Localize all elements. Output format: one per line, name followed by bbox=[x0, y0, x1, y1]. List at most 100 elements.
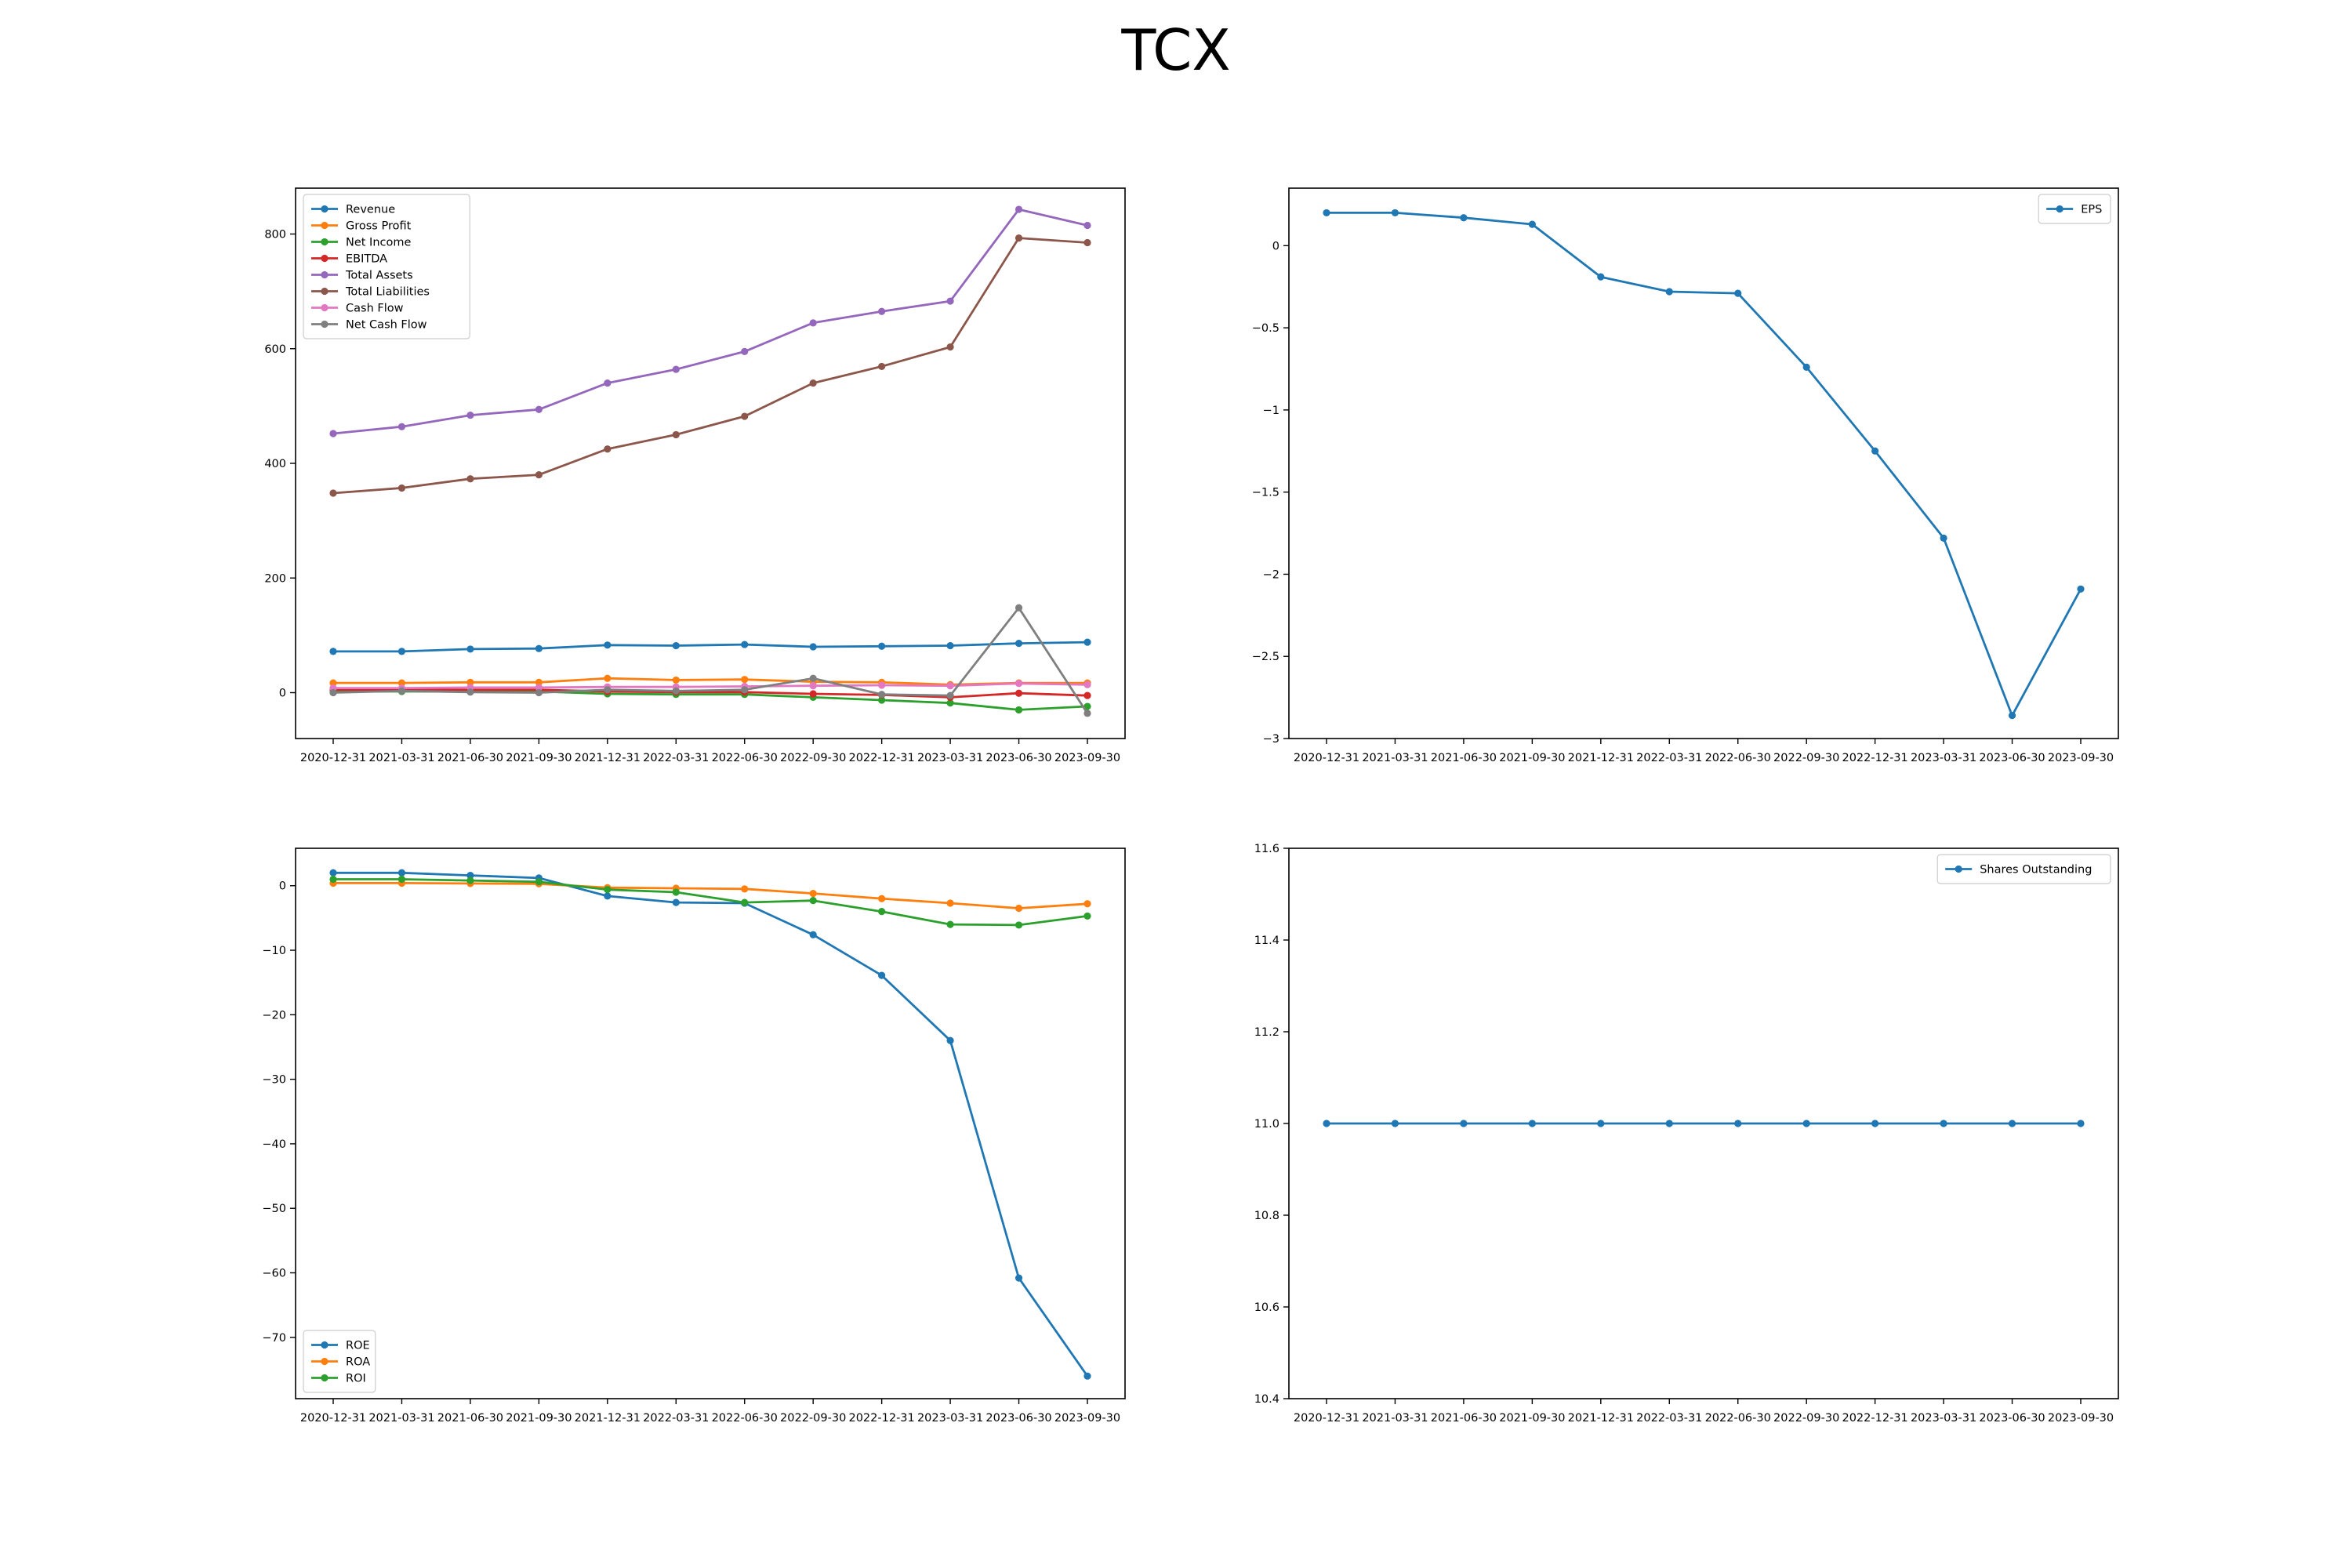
data-point-shares-outstanding bbox=[1802, 1120, 1810, 1127]
data-point-total-assets bbox=[741, 347, 749, 356]
x-tick-label: 2023-03-31 bbox=[917, 752, 983, 764]
data-point-revenue bbox=[741, 641, 749, 648]
y-tick-label: 10.8 bbox=[1254, 1210, 1279, 1222]
x-tick-label: 2020-12-31 bbox=[300, 752, 366, 764]
data-point-eps bbox=[1734, 289, 1742, 297]
x-tick-label: 2023-03-31 bbox=[1911, 752, 1976, 764]
data-point-net-cash-flow bbox=[1083, 710, 1091, 717]
axes-frame bbox=[295, 848, 1126, 1399]
x-tick-label: 2023-06-30 bbox=[985, 752, 1051, 764]
x-tick-label: 2023-06-30 bbox=[985, 1412, 1051, 1425]
legend-swatch-marker bbox=[321, 320, 328, 328]
y-tick-label: −2.5 bbox=[1252, 651, 1279, 663]
data-point-total-assets bbox=[672, 365, 680, 373]
data-point-eps bbox=[1665, 288, 1673, 296]
x-tick-label: 2022-06-30 bbox=[1705, 752, 1771, 764]
data-point-gross-profit bbox=[604, 674, 612, 682]
data-point-total-liabilities bbox=[946, 343, 954, 351]
y-tick-label: −3 bbox=[1263, 733, 1279, 746]
legend-label: Revenue bbox=[346, 204, 395, 216]
x-tick-label: 2022-12-31 bbox=[1842, 1412, 1907, 1425]
x-tick-label: 2023-06-30 bbox=[1979, 1412, 2045, 1425]
x-tick-label: 2020-12-31 bbox=[300, 1412, 366, 1425]
data-point-revenue bbox=[809, 643, 817, 651]
x-tick-label: 2021-03-31 bbox=[368, 1412, 434, 1425]
data-point-eps bbox=[1460, 214, 1468, 222]
data-point-total-liabilities bbox=[604, 445, 612, 453]
x-tick-label: 2022-12-31 bbox=[848, 1412, 914, 1425]
data-point-roi bbox=[809, 897, 817, 905]
series-line-revenue bbox=[333, 641, 1088, 653]
data-point-eps bbox=[2077, 585, 2085, 593]
data-point-revenue bbox=[1083, 638, 1091, 646]
y-tick-label: −30 bbox=[262, 1074, 286, 1087]
data-point-net-cash-flow bbox=[329, 688, 337, 697]
x-tick-label: 2021-06-30 bbox=[1431, 1412, 1497, 1425]
y-tick-label: 400 bbox=[264, 458, 286, 470]
axes-frame bbox=[1288, 187, 2119, 739]
x-tick-label: 2022-03-31 bbox=[1636, 752, 1702, 764]
data-point-total-assets bbox=[878, 307, 886, 315]
data-point-revenue bbox=[672, 641, 680, 650]
x-tick-label: 2023-09-30 bbox=[1054, 1412, 1120, 1425]
x-tick-label: 2023-09-30 bbox=[2048, 752, 2114, 764]
y-tick-label: −70 bbox=[262, 1332, 286, 1345]
x-tick-label: 2021-09-30 bbox=[506, 1412, 572, 1425]
legend-box bbox=[2038, 194, 2111, 224]
legend-label: ROA bbox=[346, 1356, 370, 1369]
eps-panel: 2020-12-31 2021-03-31 2021-06-30 2021-09-30… bbox=[1252, 187, 2119, 764]
data-point-shares-outstanding bbox=[1528, 1120, 1536, 1127]
x-tick-label: 2022-12-31 bbox=[848, 752, 914, 764]
data-point-total-assets bbox=[535, 405, 543, 413]
data-point-revenue bbox=[535, 644, 543, 652]
data-point-total-assets bbox=[604, 379, 612, 387]
data-point-roi bbox=[466, 877, 474, 884]
x-tick-label: 2021-03-31 bbox=[1362, 752, 1428, 764]
legend-label: ROI bbox=[346, 1373, 366, 1385]
data-point-revenue bbox=[604, 641, 612, 649]
data-point-eps bbox=[2008, 712, 2016, 720]
series-line-gross-profit bbox=[333, 677, 1087, 686]
data-point-gross-profit bbox=[397, 679, 406, 687]
x-tick-label: 2022-06-30 bbox=[712, 752, 778, 764]
legend-label: Cash Flow bbox=[346, 303, 404, 315]
data-point-total-liabilities bbox=[1014, 234, 1023, 242]
x-tick-label: 2021-09-30 bbox=[1499, 1412, 1565, 1425]
figure-title: TCX bbox=[1121, 17, 1231, 83]
legend-box bbox=[303, 194, 470, 339]
series-line-roi bbox=[333, 878, 1088, 927]
legend-label: ROE bbox=[346, 1340, 370, 1352]
data-point-shares-outstanding bbox=[1391, 1120, 1399, 1127]
series-line-eps bbox=[1327, 211, 2082, 717]
data-point-roi bbox=[878, 908, 886, 916]
data-point-gross-profit bbox=[741, 676, 749, 684]
x-tick-label: 2021-12-31 bbox=[575, 752, 641, 764]
data-point-total-assets bbox=[809, 319, 817, 327]
data-point-shares-outstanding bbox=[1597, 1120, 1605, 1127]
data-point-cash-flow bbox=[535, 684, 543, 691]
x-tick-label: 2022-06-30 bbox=[712, 1412, 778, 1425]
x-tick-label: 2022-06-30 bbox=[1705, 1412, 1771, 1425]
data-point-roa bbox=[1083, 900, 1091, 908]
x-tick-label: 2022-12-31 bbox=[1842, 752, 1907, 764]
data-point-roe bbox=[604, 892, 612, 900]
data-point-roe bbox=[672, 898, 680, 906]
x-tick-label: 2022-09-30 bbox=[1773, 752, 1839, 764]
data-point-net-cash-flow bbox=[946, 691, 954, 699]
data-point-total-assets bbox=[329, 430, 337, 437]
legend-swatch-marker bbox=[321, 205, 328, 213]
legend-swatch-marker bbox=[321, 303, 328, 312]
data-point-gross-profit bbox=[535, 678, 543, 686]
data-point-net-cash-flow bbox=[535, 688, 543, 697]
y-tick-label: 10.4 bbox=[1254, 1393, 1279, 1406]
data-point-shares-outstanding bbox=[1734, 1120, 1742, 1127]
y-tick-label: −60 bbox=[262, 1268, 286, 1280]
y-tick-label: 10.6 bbox=[1254, 1301, 1279, 1314]
data-point-roi bbox=[1014, 921, 1023, 929]
data-point-net-cash-flow bbox=[741, 686, 749, 694]
data-point-total-liabilities bbox=[878, 362, 886, 371]
data-point-cash-flow bbox=[809, 682, 817, 690]
series-line-roe bbox=[333, 871, 1089, 1377]
x-tick-label: 2022-03-31 bbox=[643, 752, 709, 764]
